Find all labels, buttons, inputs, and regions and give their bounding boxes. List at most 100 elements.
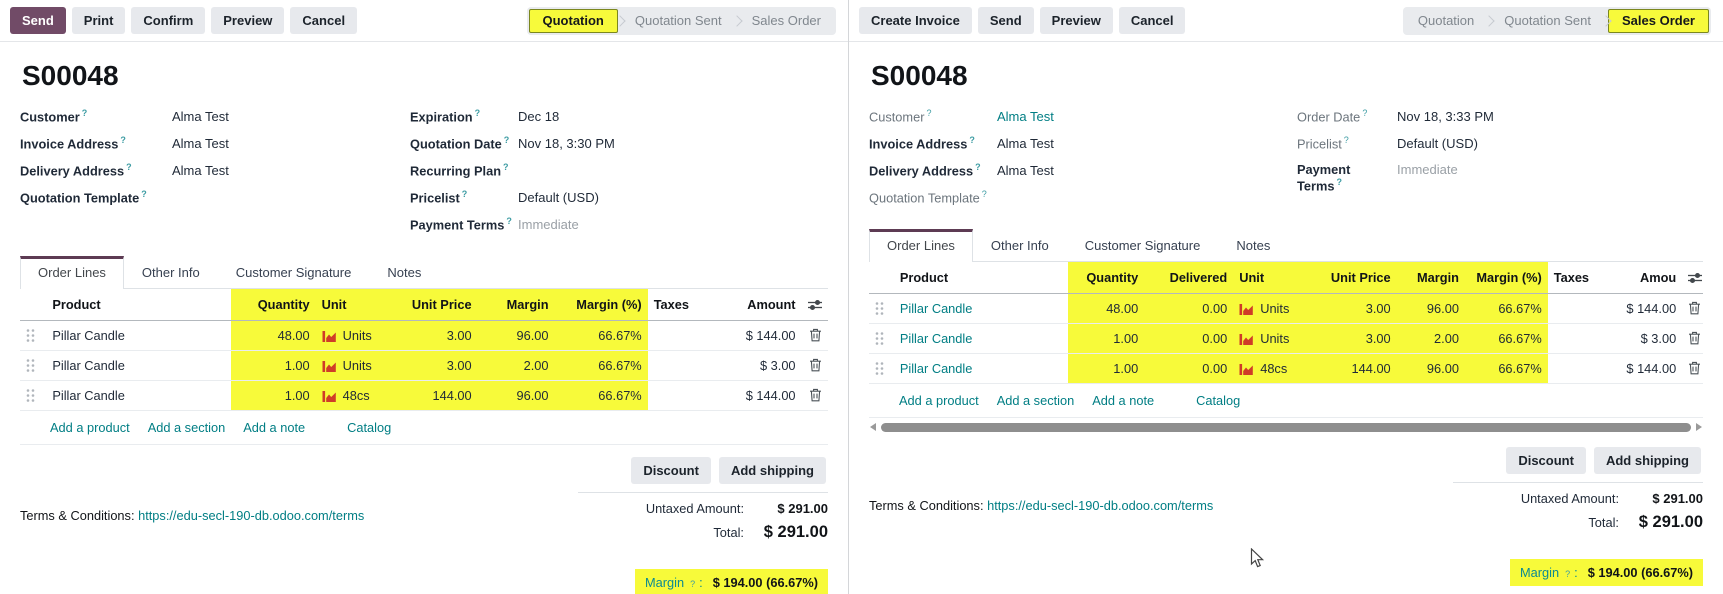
taxes-cell[interactable] <box>647 320 705 351</box>
drag-handle-icon[interactable] <box>20 350 47 381</box>
tab-customer-signature[interactable]: Customer Signature <box>1084 238 1201 253</box>
col-quantity[interactable]: Quantity <box>1067 262 1145 294</box>
quotation-date-value[interactable]: Nov 18, 3:30 PM <box>518 136 615 152</box>
margin-pct-cell[interactable]: 66.67% <box>554 350 648 381</box>
col-margin[interactable]: Margin <box>1396 262 1465 294</box>
delivered-cell[interactable]: 0.00 <box>1144 323 1234 354</box>
quantity-cell[interactable]: 1.00 <box>1067 323 1145 354</box>
unit-cell[interactable]: 48cs <box>1233 353 1302 384</box>
product-cell[interactable]: Pillar Candle <box>46 380 231 411</box>
terms-link[interactable]: https://edu-secl-190-db.odoo.com/terms <box>138 508 365 523</box>
payment-terms-value[interactable]: Immediate <box>518 217 579 233</box>
send-button[interactable]: Send <box>10 7 66 34</box>
tab-order-lines[interactable]: Order Lines <box>869 229 973 262</box>
quantity-cell[interactable]: 48.00 <box>1067 293 1145 324</box>
cancel-button[interactable]: Cancel <box>1118 7 1186 34</box>
tab-order-lines[interactable]: Order Lines <box>20 256 124 289</box>
product-cell[interactable]: Pillar Candle <box>46 320 231 351</box>
delivered-cell[interactable]: 0.00 <box>1144 353 1234 384</box>
taxes-cell[interactable] <box>647 380 705 411</box>
add-product-link[interactable]: Add a product <box>50 420 130 435</box>
optional-columns-icon[interactable] <box>801 289 828 321</box>
unit-price-cell[interactable]: 144.00 <box>1301 353 1397 384</box>
taxes-cell[interactable] <box>1547 353 1598 384</box>
product-cell[interactable]: Pillar Candle <box>893 293 1068 324</box>
drag-handle-icon[interactable] <box>869 323 894 354</box>
drag-handle-icon[interactable] <box>20 380 47 411</box>
col-margin[interactable]: Margin <box>477 289 555 321</box>
col-product[interactable]: Product <box>893 262 1068 294</box>
unit-cell[interactable]: Units <box>1233 293 1302 324</box>
unit-cell[interactable]: 48cs <box>315 380 383 411</box>
margin-cell[interactable]: 2.00 <box>1396 323 1465 354</box>
terms-link[interactable]: https://edu-secl-190-db.odoo.com/terms <box>987 498 1214 513</box>
order-date-value[interactable]: Nov 18, 3:33 PM <box>1397 109 1494 125</box>
forecast-chart-icon[interactable] <box>1239 332 1254 345</box>
add-note-link[interactable]: Add a note <box>243 420 306 435</box>
unit-cell[interactable]: Units <box>315 320 383 351</box>
scroll-right-icon[interactable] <box>1696 423 1702 431</box>
taxes-cell[interactable] <box>1547 293 1598 324</box>
col-margin-pct[interactable]: Margin (%) <box>1464 262 1548 294</box>
unit-cell[interactable]: Units <box>315 350 383 381</box>
taxes-cell[interactable] <box>647 350 705 381</box>
invoice-address-value[interactable]: Alma Test <box>172 136 229 152</box>
catalog-link[interactable]: Catalog <box>1196 393 1241 408</box>
preview-button[interactable]: Preview <box>211 7 285 34</box>
margin-pct-cell[interactable]: 66.67% <box>1464 323 1548 354</box>
margin-pct-cell[interactable]: 66.67% <box>1464 293 1548 324</box>
product-cell[interactable]: Pillar Candle <box>893 353 1068 384</box>
quantity-cell[interactable]: 1.00 <box>230 380 316 411</box>
margin-cell[interactable]: 2.00 <box>477 350 555 381</box>
tab-other-info[interactable]: Other Info <box>990 238 1049 253</box>
status-step-sales-order[interactable]: Sales Order <box>751 13 821 28</box>
delete-row-icon[interactable] <box>801 350 828 381</box>
send-button[interactable]: Send <box>977 7 1034 34</box>
col-delivered[interactable]: Delivered <box>1144 262 1234 294</box>
catalog-link[interactable]: Catalog <box>347 420 392 435</box>
unit-price-cell[interactable]: 3.00 <box>382 350 478 381</box>
add-section-link[interactable]: Add a section <box>996 393 1075 408</box>
tab-other-info[interactable]: Other Info <box>141 265 200 280</box>
pricelist-value[interactable]: Default (USD) <box>1397 136 1478 152</box>
unit-price-cell[interactable]: 3.00 <box>1301 323 1397 354</box>
margin-pct-cell[interactable]: 66.67% <box>554 320 648 351</box>
unit-price-cell[interactable]: 3.00 <box>382 320 478 351</box>
add-shipping-button[interactable]: Add shipping <box>1593 447 1701 474</box>
margin-cell[interactable]: 96.00 <box>1396 353 1465 384</box>
product-cell[interactable]: Pillar Candle <box>46 350 231 381</box>
delete-row-icon[interactable] <box>1682 293 1703 324</box>
forecast-chart-icon[interactable] <box>322 329 337 342</box>
customer-value[interactable]: Alma Test <box>997 109 1054 125</box>
drag-handle-icon[interactable] <box>20 320 47 351</box>
quantity-cell[interactable]: 1.00 <box>1067 353 1145 384</box>
margin-cell[interactable]: 96.00 <box>477 320 555 351</box>
unit-price-cell[interactable]: 144.00 <box>382 380 478 411</box>
forecast-chart-icon[interactable] <box>322 359 337 372</box>
pricelist-value[interactable]: Default (USD) <box>518 190 599 206</box>
add-note-link[interactable]: Add a note <box>1092 393 1155 408</box>
tab-customer-signature[interactable]: Customer Signature <box>235 265 352 280</box>
delivered-cell[interactable]: 0.00 <box>1144 293 1234 324</box>
status-step-quotation-sent[interactable]: Quotation Sent <box>634 13 722 28</box>
status-step-quotation-sent[interactable]: Quotation Sent <box>1504 13 1591 28</box>
quantity-cell[interactable]: 1.00 <box>230 350 316 381</box>
unit-cell[interactable]: Units <box>1233 323 1302 354</box>
col-amount[interactable]: Amount <box>704 289 802 321</box>
invoice-address-value[interactable]: Alma Test <box>997 136 1054 152</box>
cancel-button[interactable]: Cancel <box>290 7 358 34</box>
delete-row-icon[interactable] <box>1682 353 1703 384</box>
col-unit[interactable]: Unit <box>1233 262 1302 294</box>
preview-button[interactable]: Preview <box>1039 7 1113 34</box>
delete-row-icon[interactable] <box>801 320 828 351</box>
forecast-chart-icon[interactable] <box>1239 362 1254 375</box>
col-taxes[interactable]: Taxes <box>647 289 705 321</box>
drag-handle-icon[interactable] <box>869 353 894 384</box>
forecast-chart-icon[interactable] <box>322 389 337 402</box>
create-invoice-button[interactable]: Create Invoice <box>859 7 972 34</box>
margin-pct-cell[interactable]: 66.67% <box>554 380 648 411</box>
forecast-chart-icon[interactable] <box>1239 302 1254 315</box>
scrollbar-thumb[interactable] <box>881 423 1691 432</box>
taxes-cell[interactable] <box>1547 323 1598 354</box>
print-button[interactable]: Print <box>71 7 126 34</box>
